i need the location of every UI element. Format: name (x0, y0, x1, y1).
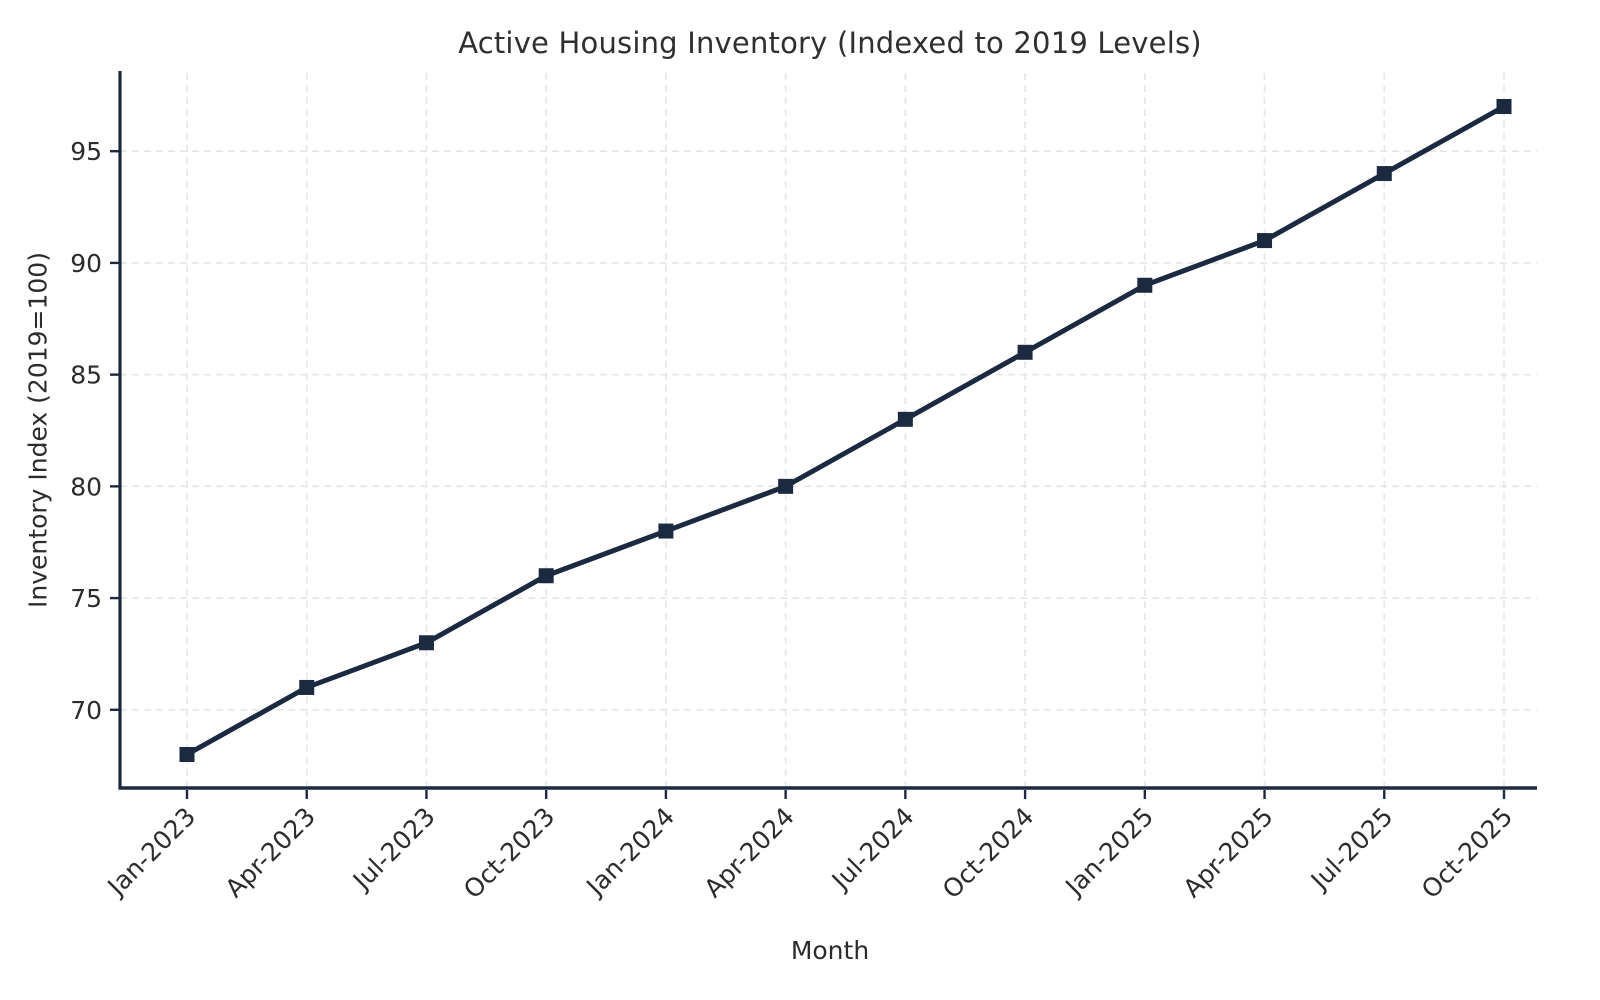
x-axis-label: Month (790, 936, 870, 965)
data-point (658, 523, 674, 539)
x-tick-label: Jan-2024 (580, 802, 681, 903)
x-tick-label: Jul-2024 (825, 802, 920, 897)
data-point (299, 679, 315, 695)
y-tick-label: 80 (70, 472, 102, 501)
data-point (1257, 233, 1273, 249)
data-point (1017, 344, 1033, 360)
x-tick-label: Apr-2024 (699, 802, 800, 903)
x-tick-label: Oct-2024 (937, 802, 1039, 904)
data-point (1137, 277, 1153, 293)
x-tick-label: Oct-2025 (1416, 802, 1518, 904)
chart-title: Active Housing Inventory (Indexed to 201… (458, 26, 1202, 60)
y-tick-label: 95 (70, 137, 102, 166)
x-tick-label: Jul-2023 (346, 802, 441, 897)
y-tick-label: 70 (70, 696, 102, 725)
x-tick-label: Apr-2023 (220, 802, 321, 903)
x-tick-label: Jan-2023 (101, 802, 202, 903)
y-tick-label: 90 (70, 249, 102, 278)
x-tick-label: Jul-2025 (1304, 802, 1399, 897)
series-markers (179, 99, 1512, 762)
axes (118, 71, 1537, 790)
data-point (778, 478, 794, 494)
data-point (1376, 166, 1392, 182)
data-point (1496, 99, 1512, 115)
x-tick-label: Jan-2025 (1059, 802, 1160, 903)
x-tick-label: Apr-2025 (1177, 802, 1278, 903)
y-tick-label: 75 (70, 584, 102, 613)
series-line (184, 104, 1507, 757)
x-tick-label: Oct-2023 (458, 802, 560, 904)
grid-lines (120, 73, 1537, 788)
tick-marks (110, 150, 1506, 799)
data-point (418, 635, 434, 651)
data-point (179, 746, 195, 762)
data-point (897, 411, 913, 427)
data-point (538, 568, 554, 584)
y-tick-label: 85 (70, 361, 102, 390)
